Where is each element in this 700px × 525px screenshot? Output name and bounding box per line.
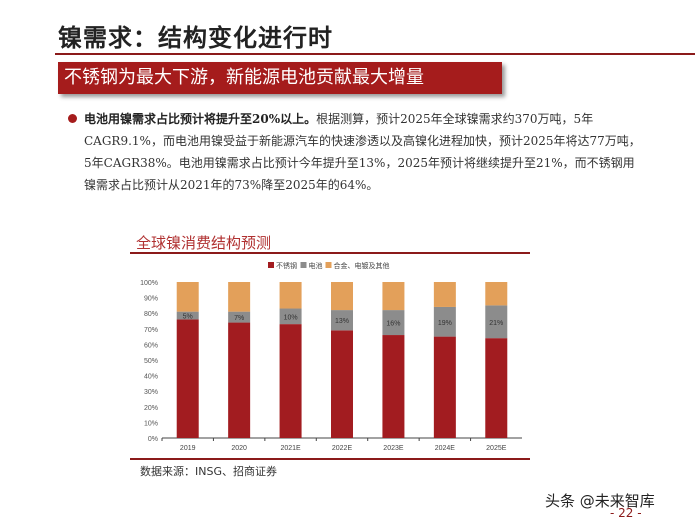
data-label: 16% — [386, 321, 400, 328]
y-tick-label: 20% — [144, 405, 158, 412]
source: 数据来源：INSG、招商证券 — [140, 465, 277, 478]
chart: 0% 10% 20% 30% 40% 50% 60% 70% 80% 90% 100% 5% 2019 7… — [140, 261, 522, 452]
bar-stainless — [228, 322, 251, 438]
y-tick-label: 10% — [144, 420, 158, 427]
watermark: 头条 @未来智库 — [545, 492, 655, 510]
y-tick-label: 50% — [144, 358, 158, 365]
x-tick-label: 2023E — [383, 445, 404, 452]
bar-battery — [279, 308, 302, 325]
paragraph: 电池用镍需求占比预计将提升至20%以上。根据测算，预计2025年全球镍需求约37… — [84, 108, 644, 196]
bar-other — [331, 282, 353, 311]
bar-other — [433, 282, 456, 307]
data-label: 5% — [183, 314, 193, 321]
legend-swatch — [300, 262, 307, 268]
bar-battery — [433, 306, 456, 337]
y-tick-label: 40% — [144, 374, 158, 381]
data-label: 21% — [489, 320, 503, 327]
divider — [55, 53, 695, 55]
bar-battery — [382, 310, 405, 336]
data-label: 13% — [335, 318, 349, 325]
x-tick-label: 2020 — [231, 445, 247, 452]
y-tick-label: 70% — [144, 327, 158, 334]
x-tick-label: 2021E — [280, 445, 301, 452]
x-tick-label: 2025E — [486, 445, 507, 452]
bar-other — [228, 282, 251, 312]
bar-other — [382, 282, 405, 311]
legend-label: 不锈钢 — [276, 261, 297, 270]
bar-other — [176, 282, 199, 312]
y-tick-label: 60% — [144, 342, 158, 349]
bar-other — [279, 282, 302, 309]
legend-swatch — [268, 262, 274, 268]
chart-title: 全球镍消费结构预测 — [136, 234, 272, 252]
x-tick-label: 2024E — [435, 445, 456, 452]
y-tick-label: 0% — [148, 436, 158, 443]
bar-stainless — [331, 330, 353, 438]
x-tick-label: 2019 — [180, 445, 196, 452]
paragraph-bold: 电池用镍需求占比预计将提升至20%以上。 — [84, 112, 317, 126]
bar-battery — [228, 311, 251, 323]
paragraph-text: 根据测算，预计2025年全球镍需求约370万吨，5年CAGR9.1%，而电池用镍… — [84, 112, 641, 192]
divider — [130, 458, 530, 460]
bar-battery — [331, 310, 353, 331]
data-label: 19% — [438, 320, 452, 327]
data-label: 10% — [284, 314, 298, 321]
legend-label: 合金、电镀及其他 — [334, 261, 390, 270]
y-tick-label: 100% — [140, 280, 158, 287]
x-tick-label: 2022E — [332, 445, 353, 452]
bar-stainless — [279, 324, 302, 438]
legend-label: 电池 — [309, 261, 323, 270]
bar-battery — [485, 305, 508, 339]
bar-other — [485, 282, 508, 306]
y-tick-label: 90% — [144, 296, 158, 303]
bullet-icon — [68, 114, 77, 123]
bar-stainless — [382, 335, 405, 438]
slide-title: 镍需求：结构变化进行时 — [58, 24, 333, 52]
page-number: - 22 - — [610, 506, 642, 520]
bar-stainless — [485, 338, 508, 438]
divider — [130, 252, 530, 254]
bar-stainless — [176, 319, 199, 438]
bar-stainless — [433, 336, 456, 438]
banner: 不锈钢为最大下游，新能源电池贡献最大增量 — [58, 62, 502, 94]
data-label: 7% — [234, 315, 244, 322]
y-tick-label: 30% — [144, 389, 158, 396]
bar-battery — [176, 311, 199, 320]
y-tick-label: 80% — [144, 311, 158, 318]
legend-swatch — [325, 262, 332, 268]
